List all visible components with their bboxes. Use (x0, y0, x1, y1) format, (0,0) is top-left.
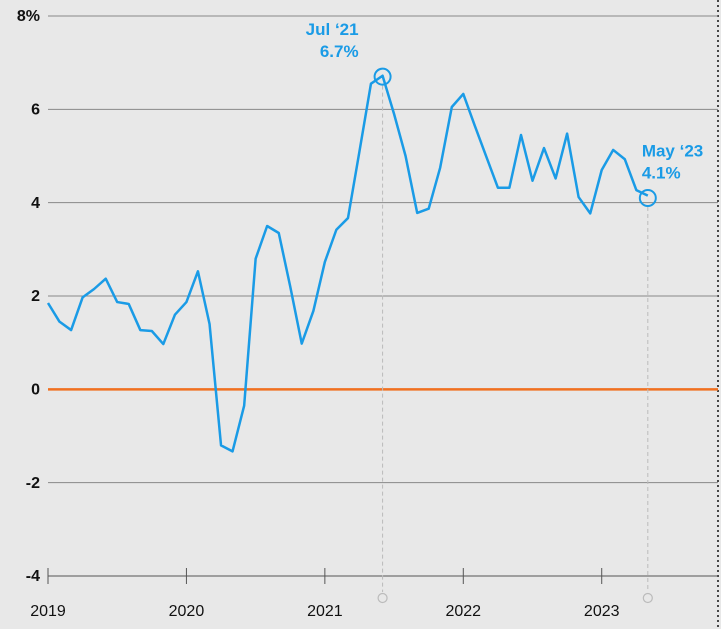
y-tick-label: 2 (31, 288, 40, 305)
annotation-foot (377, 592, 388, 604)
annotation-label: Jul ‘21 (306, 20, 359, 39)
y-tick-label: 6 (31, 102, 40, 119)
y-tick-label: -2 (26, 475, 40, 492)
annotation-label: May ‘23 (642, 141, 703, 160)
x-tick-label: 2019 (30, 603, 66, 620)
line-series (46, 74, 649, 453)
y-tick-label: 8% (17, 8, 40, 25)
annotation-value: 6.7% (320, 42, 359, 61)
y-tick-label: -4 (26, 568, 40, 585)
y-tick-label: 0 (31, 382, 40, 399)
y-tick-label: 4 (31, 195, 40, 212)
annotation-marker (638, 189, 657, 207)
x-tick-label: 2020 (169, 603, 205, 620)
annotation-value: 4.1% (642, 163, 681, 182)
x-tick-label: 2022 (445, 603, 481, 620)
annotation-marker (373, 67, 392, 86)
x-tick-label: 2021 (307, 603, 343, 620)
annotation-foot (642, 592, 653, 604)
x-tick-label: 2023 (584, 603, 620, 620)
